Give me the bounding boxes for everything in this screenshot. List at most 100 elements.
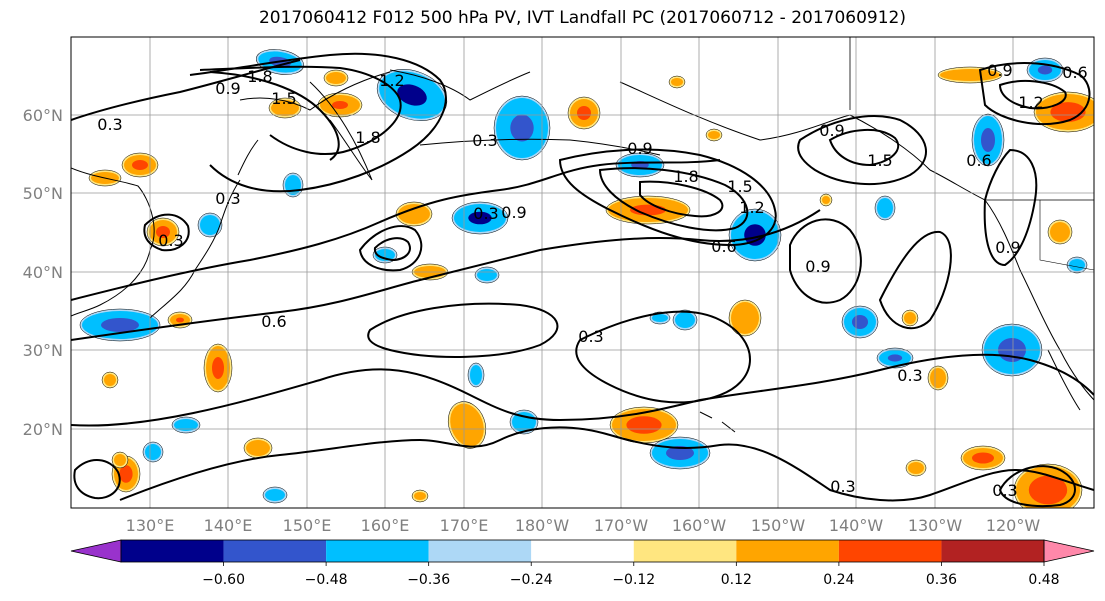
lon-label: 150°W — [751, 516, 806, 535]
contour-0.3-north — [71, 59, 301, 121]
lat-label: 30°N — [23, 341, 63, 360]
coast-okhotsk — [239, 71, 391, 111]
contour-label: 1.2 — [739, 198, 764, 217]
map-title: 2017060412 F012 500 hPa PV, IVT Landfall… — [258, 8, 906, 28]
contour-label: 0.3 — [897, 366, 922, 385]
contour-label: 0.6 — [966, 151, 991, 170]
coast-sakhalin — [237, 139, 259, 176]
colorbar-segment — [736, 540, 839, 562]
contour-cp-3 — [639, 180, 724, 218]
contour-jp-2 — [373, 237, 411, 262]
contour-label: 0.6 — [261, 312, 286, 331]
contour-label: 0.3 — [215, 189, 240, 208]
longitude-labels: 130°E 140°E 150°E 160°E 170°E 180°W 170°W 160°W… — [126, 516, 1041, 535]
pc-anomaly-blob — [705, 128, 723, 142]
map-frame — [70, 36, 1095, 509]
contour-bl — [73, 459, 121, 500]
pc-anomaly-blob — [567, 96, 601, 130]
pc-anomaly-blob — [841, 305, 879, 339]
contour-goa-1 — [797, 115, 927, 185]
colorbar-tick-label: 0.36 — [926, 572, 957, 588]
colorbar-segment — [838, 540, 942, 562]
contour-label: 0.3 — [992, 481, 1017, 500]
colorbar-tick-label: 0.12 — [721, 572, 752, 588]
contour-label: 0.9 — [987, 61, 1012, 80]
pc-anomaly-blob — [901, 309, 919, 327]
pc-anomaly-blob — [323, 69, 349, 87]
coast-aleutians — [419, 138, 661, 156]
contour-kam-2 — [199, 65, 402, 156]
pc-anomaly-blob — [728, 299, 762, 337]
contour-ak-1 — [978, 62, 1091, 126]
lon-label: 170°W — [594, 516, 649, 535]
pc-anomaly-blob — [1047, 219, 1073, 245]
contour-label: 0.3 — [158, 231, 183, 250]
pc-anomaly-blob — [243, 437, 273, 459]
pc-anomaly-blob — [927, 365, 949, 391]
border-us — [1039, 200, 1094, 271]
colorbar-tick-label: −0.60 — [202, 572, 245, 588]
lon-label: 150°E — [283, 516, 332, 535]
pc-anomaly-blob — [609, 406, 679, 444]
pc-anomaly-blob — [1066, 256, 1088, 274]
lat-label: 60°N — [23, 106, 63, 125]
pc-anomaly-blob — [262, 486, 288, 504]
lon-label: 130°W — [908, 516, 963, 535]
coast-hawaii — [699, 411, 736, 433]
contour-0.3-sub — [575, 310, 751, 404]
contour-label: 0.6 — [711, 237, 736, 256]
contour-label: 0.9 — [805, 257, 830, 276]
contour-label: 1.8 — [247, 67, 272, 86]
pv-contours — [71, 52, 1094, 508]
pc-anomaly-blob — [937, 66, 1003, 84]
pc-anomaly-blob — [111, 451, 129, 469]
contour-jp-1 — [358, 225, 423, 272]
contour-label: 1.5 — [867, 151, 892, 170]
coast-chukotka — [389, 69, 531, 101]
pc-anomaly-blob — [672, 309, 698, 331]
contour-label: 0.6 — [1062, 63, 1087, 82]
pc-anomaly-blob — [971, 113, 1005, 167]
pc-anomaly-blob — [1026, 57, 1064, 83]
pc-anomaly-blob — [668, 75, 686, 89]
pc-anomaly-blob — [395, 201, 433, 227]
coast-kamchatka — [309, 81, 373, 181]
contour-0.9-east — [878, 230, 952, 330]
contour-labels: 0.30.91.81.51.81.20.3 0.90.3 0.91.81.51.20… — [97, 61, 1087, 500]
colorbar-extend-max — [1043, 539, 1095, 563]
pc-anomaly-blob — [509, 409, 539, 435]
colorbar-segment — [326, 540, 429, 562]
contour-label: 0.3 — [97, 115, 122, 134]
contour-label: 1.8 — [673, 167, 698, 186]
pc-shading — [79, 49, 1094, 508]
pc-anomaly-blob — [493, 95, 551, 161]
contour-label: 0.3 — [472, 131, 497, 150]
contour-jp-3 — [143, 213, 190, 252]
contour-label: 0.9 — [995, 238, 1020, 257]
lat-label: 20°N — [23, 420, 63, 439]
colorbar-segment — [633, 540, 737, 562]
pc-anomaly-blob — [376, 69, 448, 121]
lon-label: 160°W — [672, 516, 727, 535]
pc-anomaly-blob — [317, 92, 363, 118]
pc-anomaly-blob — [171, 416, 201, 434]
pc-anomaly-blob — [1033, 91, 1094, 133]
contour-label: 1.2 — [1018, 93, 1043, 112]
pc-anomaly-blob — [101, 371, 119, 389]
pc-anomaly-blob — [467, 362, 485, 388]
contour-0.6-band — [71, 209, 821, 341]
lon-label: 160°E — [361, 516, 410, 535]
contour-0.9-band — [71, 159, 721, 301]
colorbar-frame — [120, 539, 1045, 563]
colorbar-segment — [121, 540, 224, 562]
colorbar-segment — [223, 540, 327, 562]
pc-anomaly-blob — [876, 347, 914, 369]
contour-label: 1.8 — [355, 128, 380, 147]
contour-label: 0.9 — [501, 203, 526, 222]
contour-goa-2 — [828, 128, 900, 167]
lat-label: 50°N — [23, 184, 63, 203]
pc-anomaly-blob — [905, 459, 927, 477]
coast-alaska — [619, 81, 986, 201]
pc-anomaly-blob — [649, 436, 711, 470]
pc-anomaly-blob — [146, 217, 180, 247]
